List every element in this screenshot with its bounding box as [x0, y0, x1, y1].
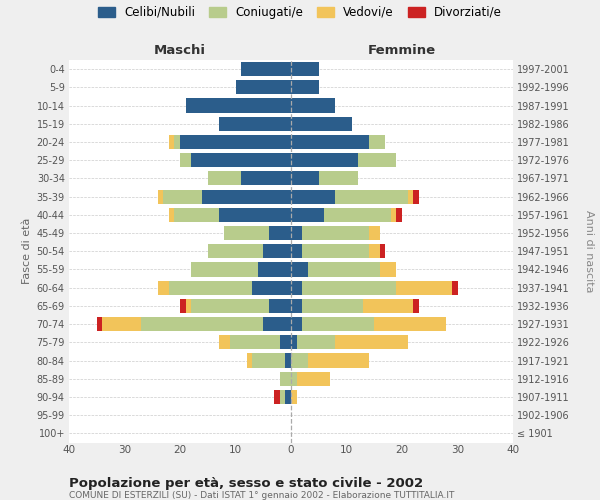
Bar [369, 244, 380, 258]
Bar [302, 244, 369, 258]
Bar [291, 335, 296, 349]
Bar [363, 299, 413, 313]
Bar [302, 280, 397, 295]
Bar [241, 172, 291, 185]
Bar [369, 226, 380, 240]
Bar [358, 153, 397, 168]
Bar [325, 208, 391, 222]
Bar [191, 153, 291, 168]
Bar [291, 80, 319, 94]
Bar [280, 390, 286, 404]
Bar [291, 226, 302, 240]
Bar [291, 372, 296, 386]
Bar [247, 354, 252, 368]
Text: COMUNE DI ESTERZILI (SU) - Dati ISTAT 1° gennaio 2002 - Elaborazione TUTTITALIA.: COMUNE DI ESTERZILI (SU) - Dati ISTAT 1°… [69, 492, 454, 500]
Bar [380, 244, 385, 258]
Y-axis label: Anni di nascita: Anni di nascita [584, 210, 594, 292]
Bar [269, 226, 291, 240]
Bar [291, 98, 335, 112]
Bar [308, 354, 368, 368]
Bar [169, 280, 252, 295]
Bar [291, 299, 302, 313]
Bar [263, 244, 291, 258]
Bar [291, 172, 319, 185]
Bar [158, 280, 169, 295]
Bar [185, 98, 291, 112]
Bar [335, 335, 407, 349]
Bar [219, 208, 291, 222]
Bar [286, 390, 291, 404]
Bar [230, 335, 280, 349]
Bar [374, 317, 446, 331]
Bar [175, 135, 180, 149]
Bar [169, 135, 175, 149]
Bar [291, 153, 358, 168]
Bar [280, 335, 291, 349]
Bar [185, 299, 191, 313]
Bar [397, 280, 452, 295]
Bar [163, 190, 202, 203]
Bar [235, 80, 291, 94]
Bar [291, 317, 302, 331]
Bar [102, 317, 141, 331]
Text: Femmine: Femmine [368, 44, 436, 58]
Bar [241, 62, 291, 76]
Bar [158, 190, 163, 203]
Bar [369, 135, 385, 149]
Bar [319, 172, 358, 185]
Bar [407, 190, 413, 203]
Bar [308, 262, 380, 276]
Bar [258, 262, 291, 276]
Bar [413, 299, 419, 313]
Bar [219, 335, 230, 349]
Bar [291, 135, 369, 149]
Bar [291, 280, 302, 295]
Bar [302, 226, 369, 240]
Bar [286, 354, 291, 368]
Bar [280, 372, 291, 386]
Bar [191, 262, 258, 276]
Bar [224, 226, 269, 240]
Bar [291, 354, 308, 368]
Bar [175, 208, 219, 222]
Bar [208, 244, 263, 258]
Bar [169, 208, 175, 222]
Bar [252, 354, 286, 368]
Bar [380, 262, 397, 276]
Bar [274, 390, 280, 404]
Bar [180, 135, 291, 149]
Bar [291, 208, 325, 222]
Y-axis label: Fasce di età: Fasce di età [22, 218, 32, 284]
Bar [335, 190, 407, 203]
Bar [263, 317, 291, 331]
Bar [202, 190, 291, 203]
Bar [291, 262, 308, 276]
Bar [291, 244, 302, 258]
Bar [397, 208, 402, 222]
Legend: Celibi/Nubili, Coniugati/e, Vedovi/e, Divorziati/e: Celibi/Nubili, Coniugati/e, Vedovi/e, Di… [98, 6, 502, 19]
Bar [252, 280, 291, 295]
Bar [291, 190, 335, 203]
Bar [296, 372, 330, 386]
Bar [180, 299, 185, 313]
Text: Popolazione per età, sesso e stato civile - 2002: Popolazione per età, sesso e stato civil… [69, 478, 423, 490]
Bar [291, 62, 319, 76]
Bar [302, 317, 374, 331]
Bar [219, 116, 291, 131]
Bar [296, 335, 335, 349]
Bar [269, 299, 291, 313]
Bar [208, 172, 241, 185]
Text: Maschi: Maschi [154, 44, 206, 58]
Bar [291, 390, 296, 404]
Bar [291, 116, 352, 131]
Bar [302, 299, 363, 313]
Bar [391, 208, 397, 222]
Bar [97, 317, 102, 331]
Bar [191, 299, 269, 313]
Bar [141, 317, 263, 331]
Bar [452, 280, 458, 295]
Bar [180, 153, 191, 168]
Bar [413, 190, 419, 203]
